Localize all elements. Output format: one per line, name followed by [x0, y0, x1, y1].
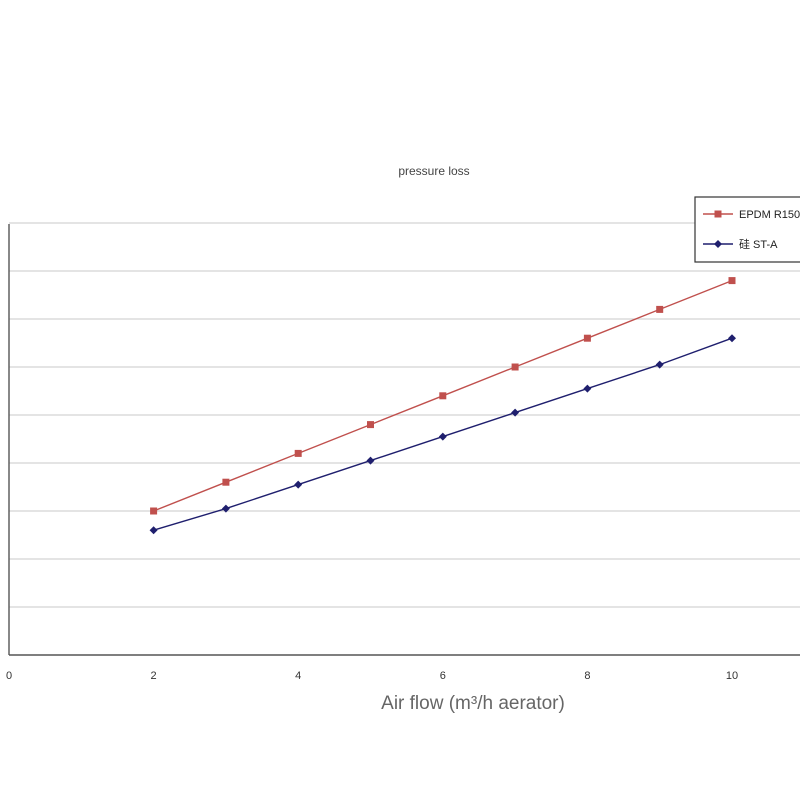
- x-tick-label: 10: [726, 670, 738, 682]
- data-point: [150, 507, 158, 515]
- data-point: [583, 384, 592, 393]
- chart-title: pressure loss: [398, 164, 469, 178]
- series-1: [149, 334, 736, 535]
- data-point: [655, 360, 664, 369]
- legend-label-1: 硅 ST-A: [739, 238, 778, 251]
- series-0: [150, 277, 736, 515]
- legend-marker-1: [714, 240, 722, 248]
- data-point: [149, 526, 158, 535]
- x-tick-label: 0: [6, 670, 12, 682]
- data-point: [366, 456, 375, 465]
- x-tick-label: 2: [151, 670, 157, 682]
- legend-label-0: EPDM R150: [739, 209, 800, 221]
- data-point: [294, 480, 303, 489]
- data-point: [511, 363, 519, 371]
- data-point: [728, 277, 736, 285]
- legend: EPDM R150 硅 ST-A: [694, 196, 800, 263]
- axes: [8, 224, 800, 656]
- data-point: [583, 334, 591, 342]
- x-axis-label: Air flow (m³/h aerator): [381, 693, 565, 714]
- data-point: [367, 421, 374, 429]
- legend-marker-0: [714, 210, 722, 218]
- x-tick-label: 8: [584, 670, 590, 682]
- series: [149, 277, 736, 535]
- data-point: [221, 504, 230, 513]
- data-point: [511, 408, 520, 417]
- legend-box: [694, 196, 800, 263]
- x-tick-label: 4: [295, 670, 301, 682]
- data-point: [222, 478, 230, 486]
- x-tick-labels: 0 2 4 6 8 10: [6, 670, 738, 682]
- data-point: [294, 449, 302, 457]
- data-point: [656, 305, 664, 313]
- data-point: [438, 432, 447, 441]
- grid: [9, 222, 800, 608]
- data-point: [439, 392, 447, 400]
- data-point: [728, 334, 736, 343]
- x-tick-label: 6: [440, 670, 446, 682]
